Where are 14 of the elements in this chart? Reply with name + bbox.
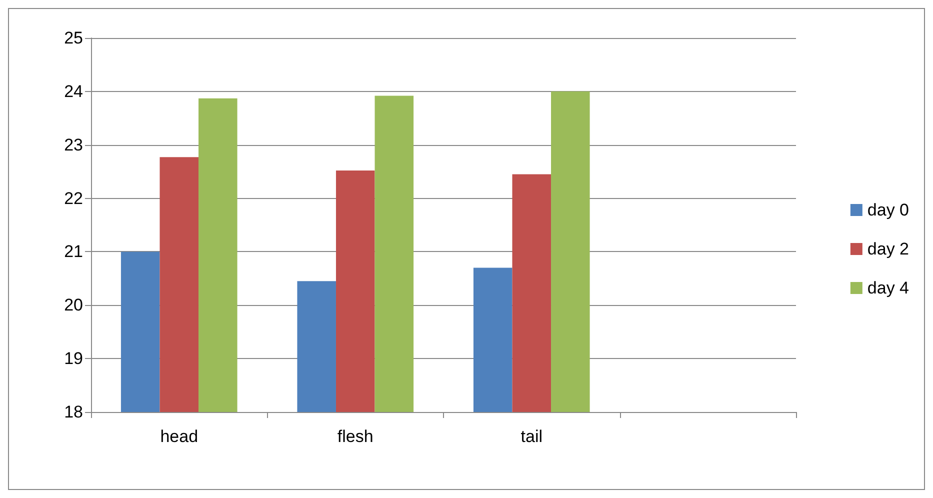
x-tick-label: head (160, 427, 198, 446)
y-tick-label: 23 (64, 135, 83, 154)
y-tick-label: 22 (64, 188, 83, 208)
y-tick-label: 19 (64, 349, 83, 368)
legend-label: day 4 (867, 278, 910, 298)
y-tick-label: 21 (64, 242, 83, 262)
x-tick-label: tail (520, 427, 542, 446)
legend-label: day 2 (867, 240, 910, 258)
y-tick-label: 24 (64, 82, 83, 101)
y-tick-label: 20 (64, 296, 83, 315)
y-tick-label: 25 (64, 28, 83, 48)
y-tick-label: 18 (64, 402, 83, 422)
x-tick-label: flesh (337, 427, 374, 446)
legend-label: day 0 (867, 200, 910, 220)
